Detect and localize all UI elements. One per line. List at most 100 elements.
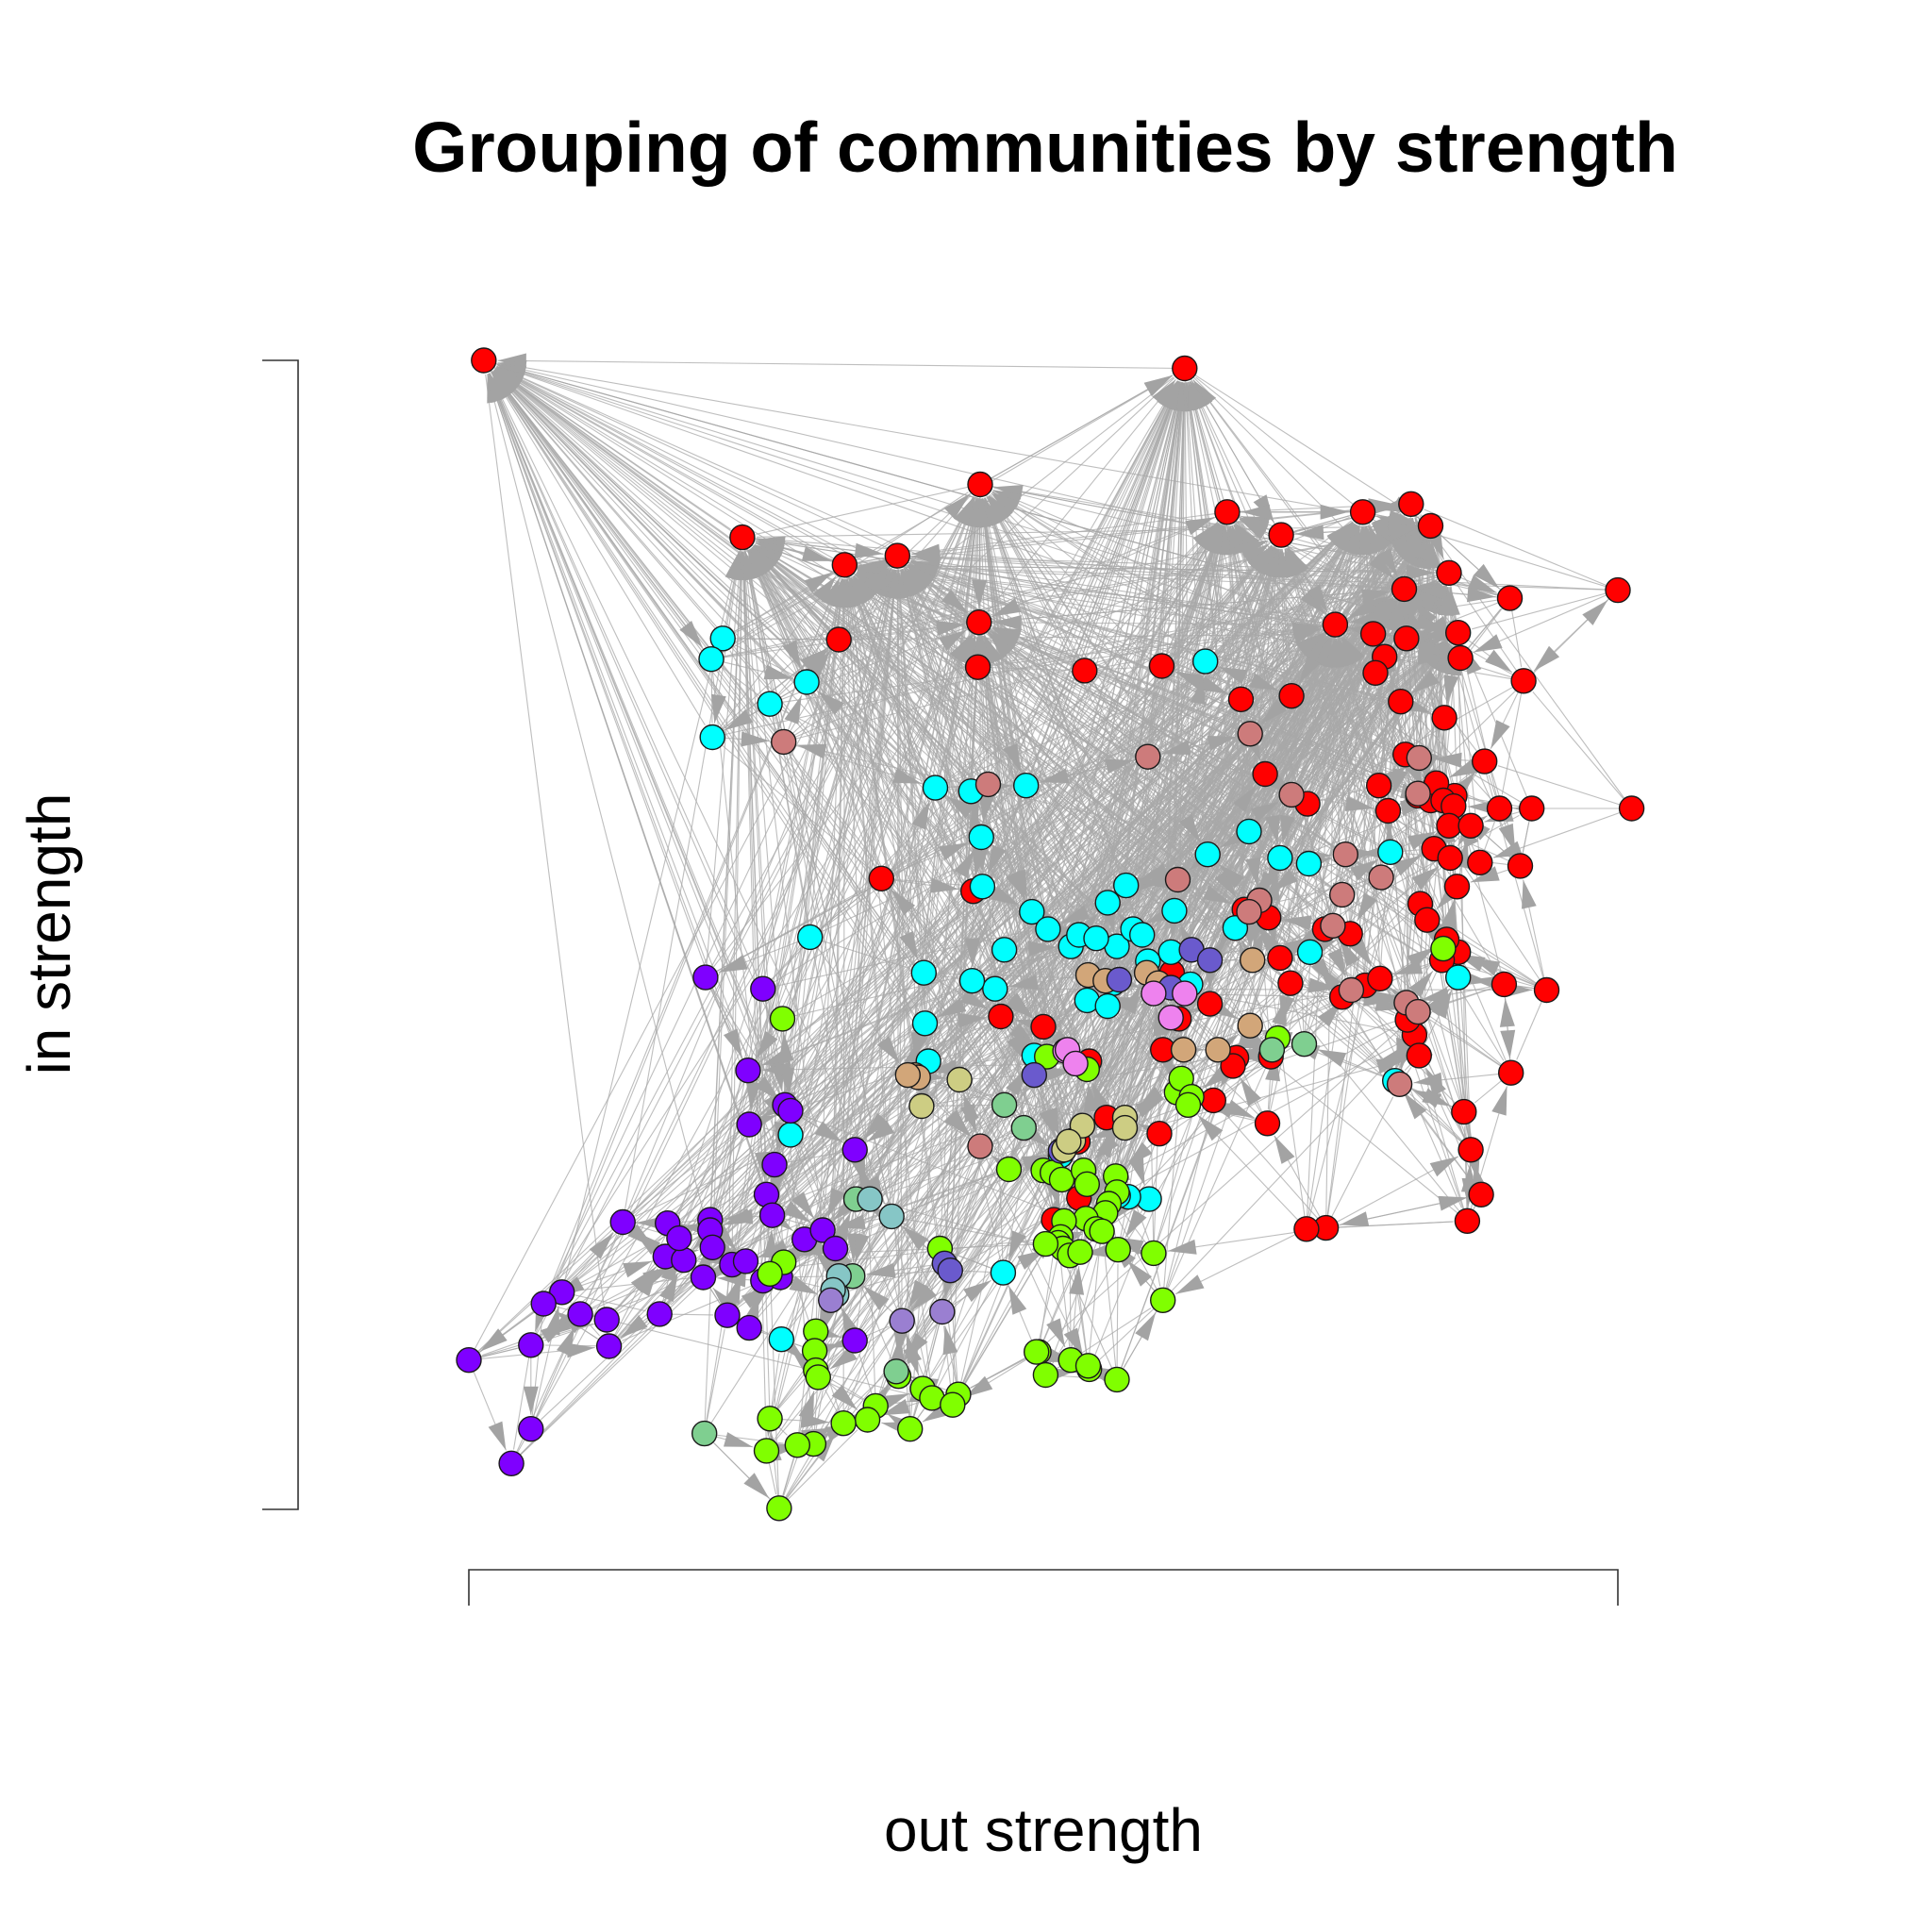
network-edge bbox=[978, 785, 1027, 879]
community-node bbox=[889, 1307, 915, 1334]
edge-arrowhead bbox=[724, 709, 754, 730]
community-node bbox=[646, 1301, 673, 1327]
edge-arrowhead bbox=[836, 578, 852, 608]
community-node bbox=[1089, 1218, 1115, 1244]
community-node bbox=[1056, 1128, 1082, 1155]
community-node bbox=[732, 1248, 759, 1274]
network-edge bbox=[705, 633, 972, 978]
edge-arrowhead bbox=[589, 1232, 614, 1259]
edge-arrowhead bbox=[1003, 743, 1022, 773]
edge-arrowhead bbox=[724, 1208, 754, 1224]
community-node bbox=[699, 724, 725, 751]
network-edge bbox=[703, 535, 1422, 1278]
edge-arrowhead bbox=[1307, 584, 1328, 613]
edge-arrowhead bbox=[1491, 720, 1510, 749]
network-edge bbox=[483, 359, 704, 649]
community-node bbox=[1067, 1239, 1093, 1265]
edge-arrowhead bbox=[906, 567, 929, 594]
network-edge bbox=[979, 483, 1436, 572]
edge-arrowhead bbox=[1203, 525, 1222, 555]
edge-arrowhead bbox=[930, 877, 959, 893]
edge-arrowhead bbox=[1282, 915, 1312, 931]
network-edge bbox=[797, 744, 1309, 865]
edge-arrowhead bbox=[1310, 958, 1334, 986]
network-edge bbox=[1162, 1044, 1406, 1301]
edge-arrowhead bbox=[557, 1326, 575, 1357]
community-node bbox=[990, 1259, 1017, 1286]
network-edge bbox=[762, 1035, 919, 1281]
network-edge bbox=[836, 1266, 931, 1295]
edge-arrowhead bbox=[488, 1421, 507, 1451]
community-node bbox=[1141, 980, 1167, 1007]
community-node bbox=[841, 1137, 868, 1163]
community-node bbox=[793, 669, 820, 695]
network-edge bbox=[977, 625, 1322, 668]
edge-arrowhead bbox=[886, 570, 902, 599]
community-node bbox=[1444, 620, 1472, 646]
edge-arrowhead bbox=[942, 1325, 958, 1356]
network-edge bbox=[704, 1328, 725, 1434]
edge-arrowhead bbox=[987, 496, 1009, 525]
edge-arrowhead bbox=[784, 695, 802, 724]
network-edge bbox=[1472, 590, 1619, 630]
network-edge bbox=[934, 680, 974, 789]
community-node bbox=[1062, 1050, 1089, 1077]
edge-arrowhead bbox=[1143, 375, 1173, 396]
edge-arrowhead bbox=[1198, 675, 1228, 694]
edge-arrowhead bbox=[801, 546, 831, 561]
community-node bbox=[736, 1314, 762, 1341]
network-edge bbox=[809, 634, 974, 938]
edge-arrowhead bbox=[911, 1285, 937, 1311]
community-node bbox=[991, 1091, 1018, 1119]
edge-arrowhead bbox=[636, 1268, 658, 1297]
edge-arrowhead bbox=[1332, 524, 1356, 552]
community-node bbox=[1220, 1053, 1246, 1079]
network-edge bbox=[723, 977, 1381, 1226]
network-edge bbox=[483, 359, 706, 725]
network-edge bbox=[897, 555, 1436, 574]
edge-arrowhead bbox=[903, 1345, 919, 1375]
community-node bbox=[1471, 748, 1498, 774]
edge-arrowhead bbox=[866, 567, 890, 595]
edge-arrowhead bbox=[1245, 857, 1261, 887]
edge-arrowhead bbox=[1388, 521, 1417, 537]
network-edge bbox=[992, 588, 1405, 623]
edge-arrowhead bbox=[963, 1280, 991, 1303]
community-node bbox=[1074, 1171, 1101, 1198]
network-edge bbox=[1077, 637, 1330, 1142]
edge-arrowhead bbox=[724, 1432, 753, 1447]
community-node bbox=[908, 1092, 935, 1120]
network-edge bbox=[487, 374, 713, 1248]
community-node bbox=[958, 967, 986, 994]
network-edge bbox=[980, 636, 1033, 912]
network-edge bbox=[790, 569, 896, 1135]
edge-arrowhead bbox=[623, 1260, 653, 1278]
community-node bbox=[1278, 683, 1305, 709]
network-edge bbox=[970, 681, 978, 791]
community-node bbox=[968, 824, 994, 851]
edge-arrowhead bbox=[991, 598, 1022, 617]
community-node bbox=[1021, 1061, 1048, 1089]
network-edge bbox=[783, 575, 1436, 742]
community-node bbox=[1362, 659, 1389, 686]
edge-arrowhead bbox=[1174, 671, 1204, 690]
edge-arrowhead bbox=[1214, 870, 1237, 898]
network-edge bbox=[729, 650, 785, 742]
network-edge bbox=[769, 642, 1450, 1420]
network-edge bbox=[935, 542, 1271, 789]
edge-arrowhead bbox=[904, 568, 924, 597]
edge-arrowhead bbox=[812, 575, 837, 604]
network-edge bbox=[1457, 646, 1468, 1222]
network-edge bbox=[1147, 673, 1199, 758]
edge-arrowhead bbox=[946, 795, 974, 819]
edge-arrowhead bbox=[1275, 549, 1291, 578]
community-node bbox=[567, 1301, 593, 1327]
community-node bbox=[692, 964, 719, 991]
network-edge bbox=[530, 496, 975, 1429]
network-edge bbox=[622, 568, 893, 1223]
community-node bbox=[1451, 1098, 1477, 1125]
community-node bbox=[1533, 976, 1560, 1004]
edge-arrowhead bbox=[960, 1103, 976, 1133]
edge-arrowhead bbox=[762, 1229, 778, 1258]
edge-arrowhead bbox=[1409, 541, 1438, 565]
